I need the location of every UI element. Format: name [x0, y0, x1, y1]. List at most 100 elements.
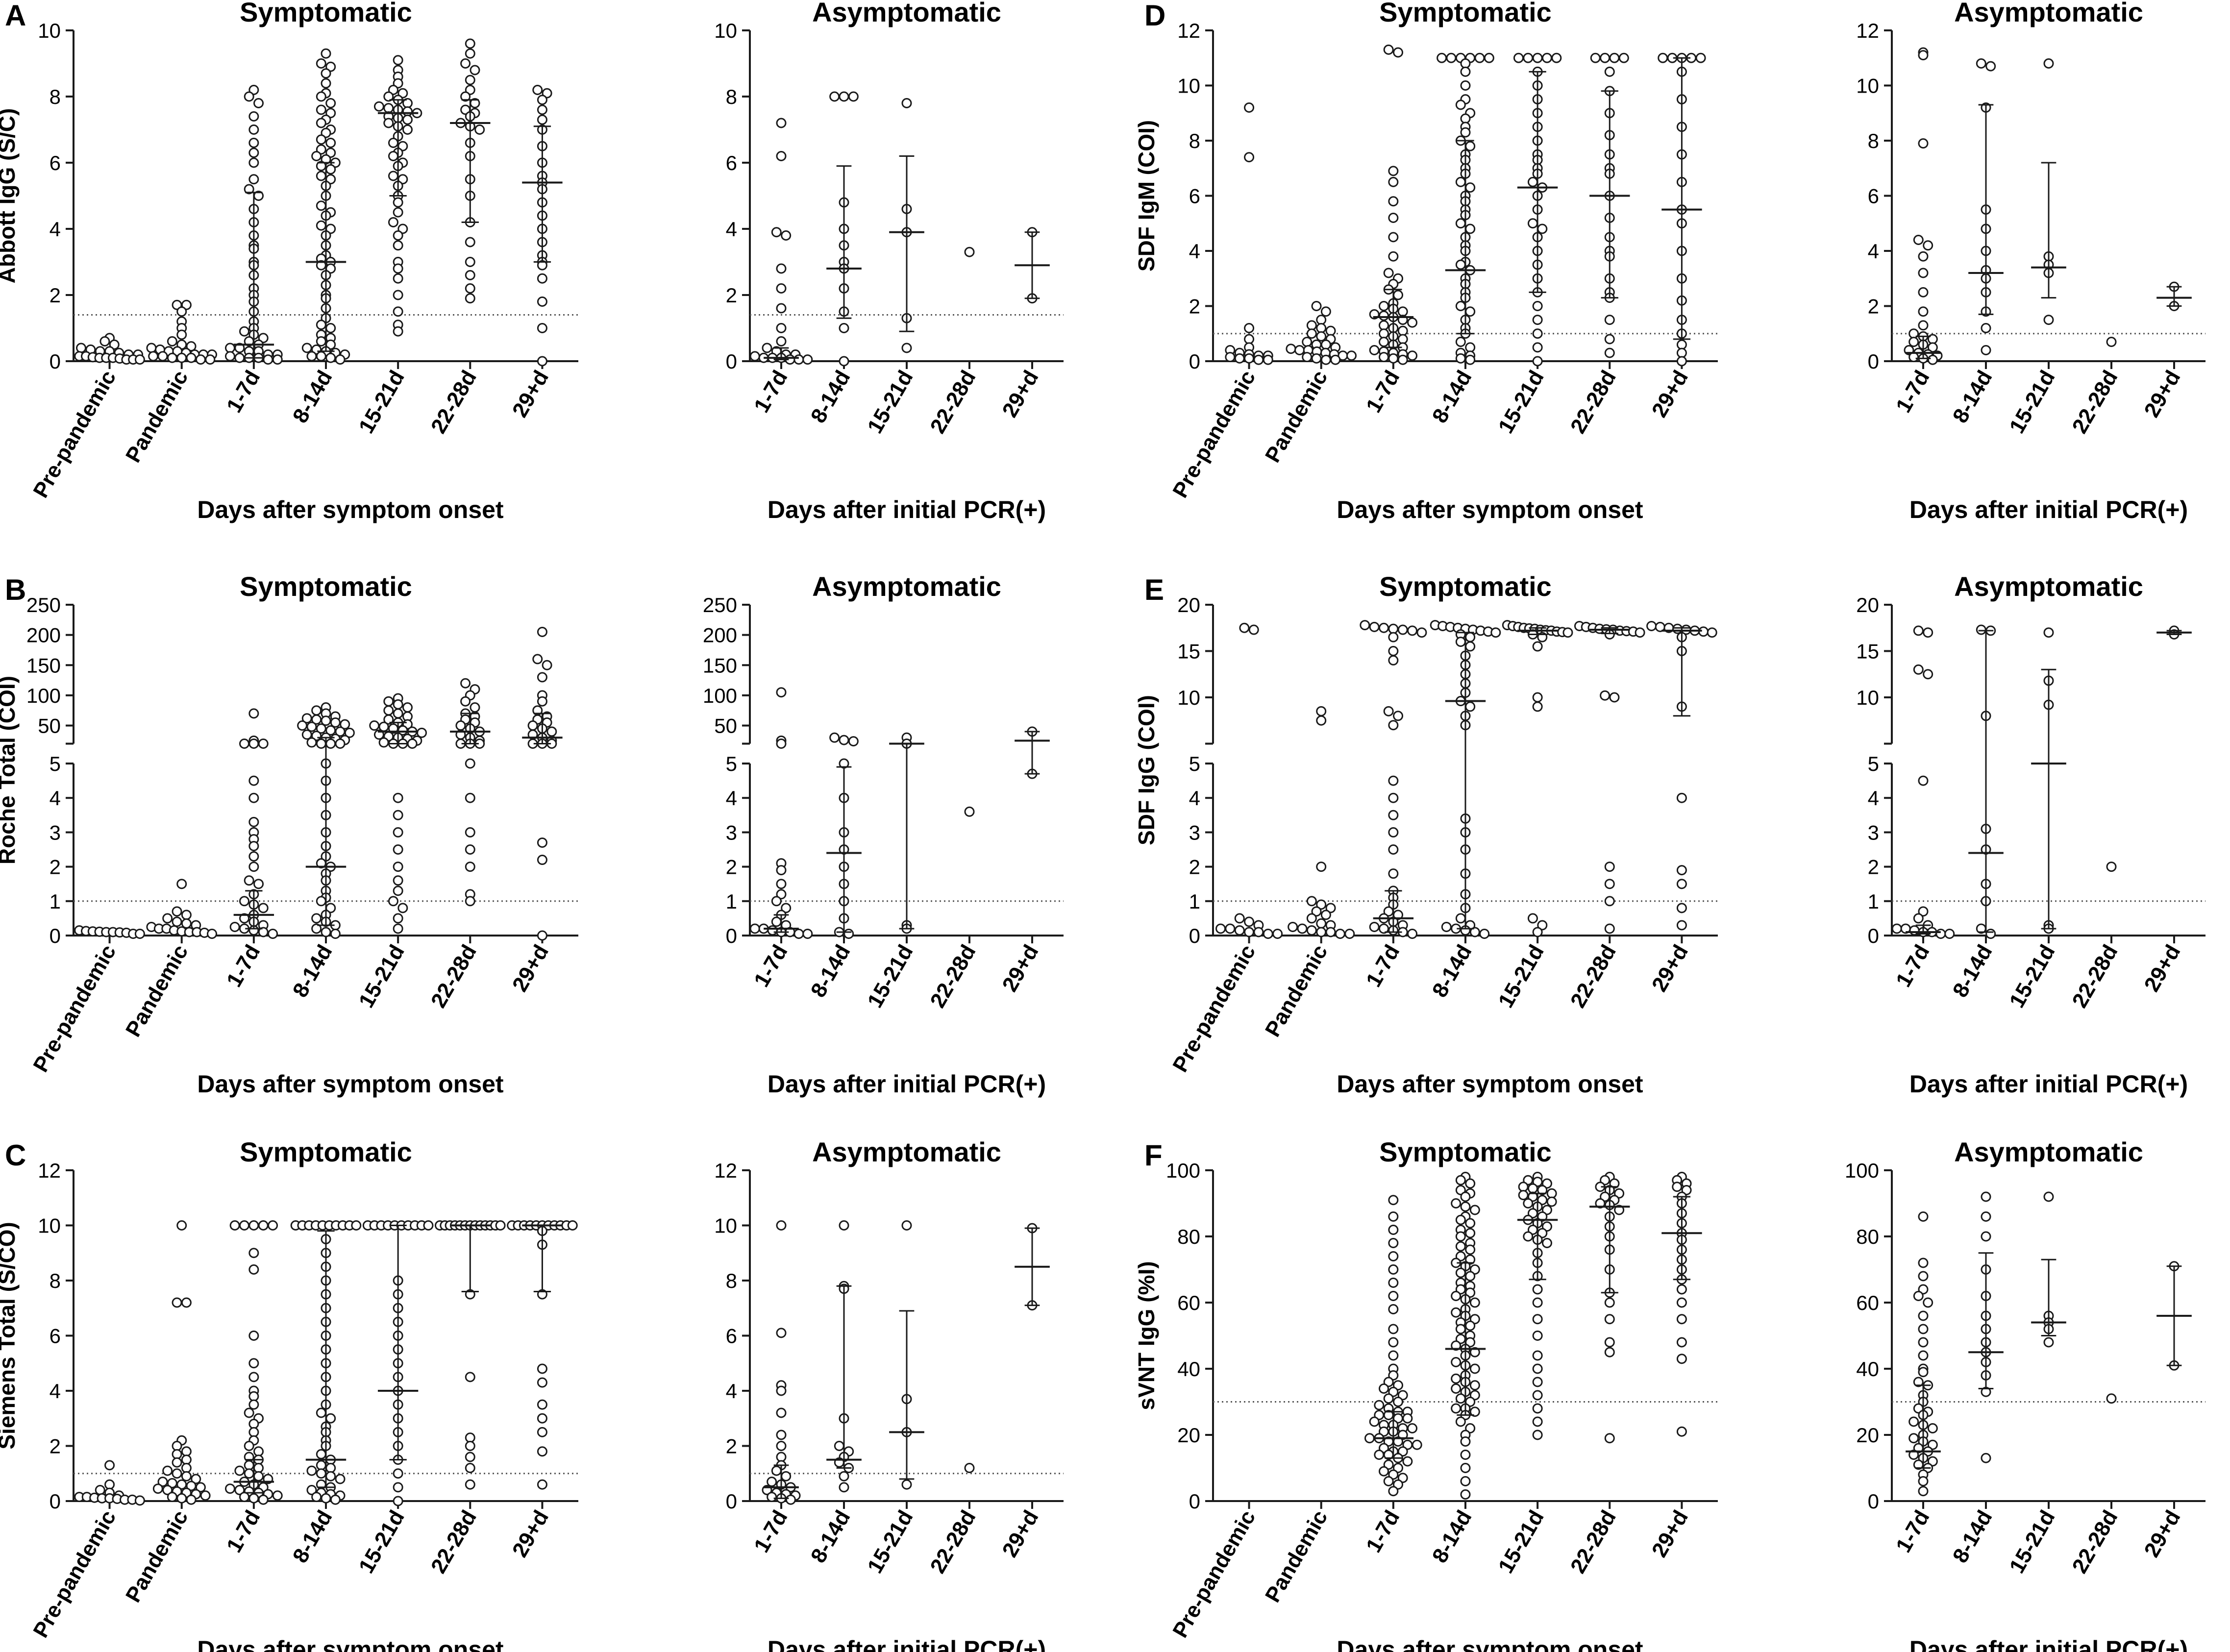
- data-point: [248, 124, 259, 135]
- data-point: [1460, 1191, 1471, 1202]
- data-point: [268, 928, 278, 939]
- data-point: [369, 720, 380, 731]
- data-point: [248, 708, 259, 719]
- data-point: [172, 1457, 182, 1468]
- data-point: [465, 1463, 475, 1473]
- panel-letter-B: B: [5, 573, 26, 606]
- data-point: [248, 840, 259, 851]
- data-point: [776, 263, 787, 274]
- data-point: [244, 1468, 254, 1479]
- y-tick-label: 0: [726, 350, 737, 373]
- data-point: [771, 1465, 782, 1476]
- data-point: [258, 739, 269, 749]
- y-tick-label: 150: [26, 654, 61, 677]
- data-point: [1541, 1238, 1552, 1248]
- y-tick-label: 2: [50, 1435, 61, 1458]
- data-point: [316, 1449, 326, 1459]
- x-axis-label: Days after symptom onset: [197, 1636, 504, 1652]
- data-point: [335, 354, 346, 365]
- data-point: [1918, 1257, 1929, 1268]
- data-point: [1604, 334, 1615, 345]
- data-point: [297, 720, 308, 731]
- data-point: [248, 792, 259, 803]
- data-point: [306, 737, 317, 748]
- data-point: [316, 1460, 326, 1471]
- data-point: [1913, 1377, 1924, 1387]
- x-axis-label: Days after symptom onset: [1337, 496, 1643, 523]
- data-point: [1311, 353, 1322, 364]
- x-tick-label: 8-14d: [1428, 1506, 1477, 1567]
- x-tick-label: 8-14d: [1948, 367, 1997, 427]
- data-point: [157, 351, 168, 362]
- data-point: [1523, 52, 1534, 63]
- data-point: [316, 134, 326, 145]
- data-point: [465, 48, 475, 59]
- data-point: [1272, 928, 1283, 939]
- data-point: [1306, 896, 1317, 907]
- data-point: [306, 351, 317, 362]
- data-point: [1460, 127, 1471, 138]
- data-point: [465, 862, 475, 872]
- data-point: [393, 810, 403, 820]
- data-point: [537, 696, 547, 707]
- data-point: [1595, 1198, 1606, 1208]
- x-tick-label: 8-14d: [806, 367, 855, 427]
- data-point: [311, 705, 322, 716]
- data-point: [1913, 664, 1924, 675]
- data-point: [248, 1372, 259, 1382]
- data-point: [465, 293, 475, 304]
- data-point: [1981, 1231, 1991, 1242]
- data-point: [186, 341, 197, 352]
- data-point: [1913, 625, 1924, 636]
- data-point: [181, 1471, 192, 1481]
- y-tick-label: 2: [726, 1435, 737, 1458]
- data-point: [1923, 240, 1933, 251]
- data-point: [393, 207, 403, 218]
- data-point: [393, 230, 403, 241]
- y-tick-label: 3: [1189, 821, 1200, 844]
- data-point: [1383, 1393, 1394, 1404]
- data-point: [1927, 1423, 1938, 1433]
- data-point: [1985, 928, 1996, 939]
- data-point: [1676, 903, 1687, 913]
- data-point: [1451, 1403, 1462, 1414]
- y-tick-label: 1: [1189, 890, 1200, 913]
- data-point: [1469, 1347, 1480, 1357]
- data-point: [325, 725, 336, 736]
- data-point: [2043, 58, 2054, 69]
- data-point: [272, 1490, 283, 1501]
- data-point: [1918, 306, 1929, 317]
- x-tick-label: 8-14d: [1948, 1506, 1997, 1567]
- data-point: [248, 148, 259, 158]
- data-point: [465, 270, 475, 280]
- data-point: [1527, 913, 1538, 924]
- data-point: [224, 351, 235, 362]
- data-point: [465, 74, 475, 85]
- data-point: [316, 351, 326, 362]
- data-point: [1604, 923, 1615, 934]
- chart-title: Asymptomatic: [812, 0, 1001, 27]
- data-point: [176, 1493, 187, 1504]
- data-point: [134, 1495, 145, 1506]
- data-point: [1469, 1205, 1480, 1215]
- data-point: [351, 1220, 362, 1231]
- data-point: [839, 1471, 849, 1481]
- chart-B-symptomatic: Symptomatic Roche Total (COI) 0 1 2 3 4 5 50 100 1…: [0, 571, 578, 1098]
- y-tick-label: 6: [726, 151, 737, 174]
- data-point: [532, 85, 543, 95]
- y-tick-label: 8: [1868, 129, 1879, 152]
- y-tick-label: 4: [1868, 240, 1879, 263]
- data-point: [1460, 1476, 1471, 1486]
- data-point: [1412, 1439, 1422, 1450]
- data-point: [393, 792, 403, 803]
- data-point: [1918, 138, 1929, 149]
- data-point: [1604, 1337, 1615, 1348]
- data-point: [393, 886, 403, 896]
- data-point: [843, 928, 854, 939]
- x-tick-label: 29+d: [508, 367, 553, 421]
- data-point: [964, 247, 975, 257]
- data-point: [1379, 352, 1389, 363]
- data-point: [1455, 637, 1466, 647]
- data-point: [321, 927, 331, 937]
